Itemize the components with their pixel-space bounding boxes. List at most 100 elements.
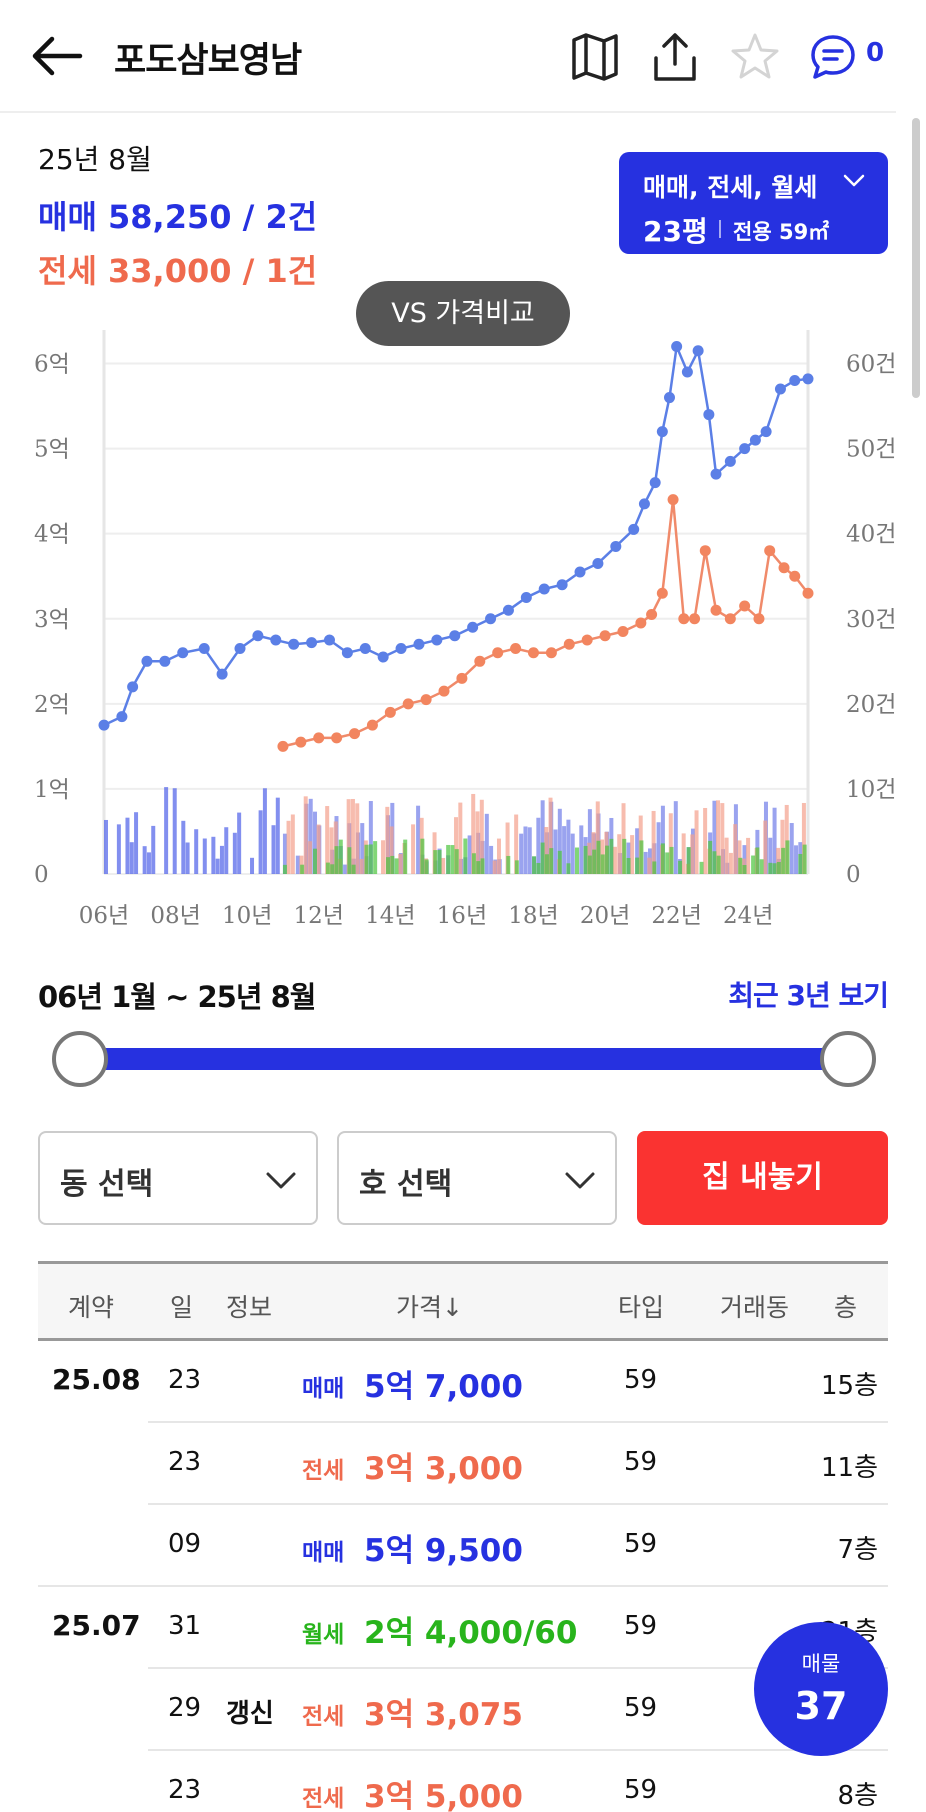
sale-price-point[interactable]	[467, 621, 479, 633]
jeonse-price-point[interactable]	[474, 655, 486, 667]
chat-count[interactable]: 0	[866, 38, 885, 68]
jeonse-price-point[interactable]	[646, 609, 658, 621]
sale-price-point[interactable]	[288, 638, 300, 650]
jeonse-price-point[interactable]	[510, 643, 522, 655]
range-start-handle[interactable]	[52, 1031, 108, 1087]
sale-price-point[interactable]	[703, 409, 715, 421]
favorite-star-icon[interactable]	[728, 30, 782, 84]
share-icon[interactable]	[648, 30, 702, 84]
sale-price-point[interactable]	[177, 647, 189, 659]
jeonse-price-point[interactable]	[277, 740, 289, 752]
list-my-home-button[interactable]: 집 내놓기	[637, 1131, 888, 1225]
sale-price-point[interactable]	[431, 634, 443, 646]
sale-price-point[interactable]	[656, 426, 668, 438]
sale-price-point[interactable]	[638, 498, 650, 510]
jeonse-price-point[interactable]	[384, 706, 396, 718]
sale-price-point[interactable]	[270, 634, 282, 646]
jeonse-price-point[interactable]	[753, 613, 765, 625]
chat-bubble-icon[interactable]	[806, 30, 860, 84]
dong-select[interactable]: 동 선택	[38, 1131, 318, 1225]
jeonse-price-point[interactable]	[778, 562, 790, 574]
sale-price-point[interactable]	[724, 455, 736, 467]
jeonse-price-point[interactable]	[789, 570, 801, 582]
back-arrow-icon[interactable]	[30, 34, 84, 78]
sale-price-point[interactable]	[116, 711, 128, 723]
jeonse-price-point[interactable]	[724, 613, 736, 625]
sale-price-point[interactable]	[789, 375, 801, 387]
sale-price-point[interactable]	[610, 540, 622, 552]
sale-price-point[interactable]	[449, 630, 461, 642]
sale-price-point[interactable]	[323, 634, 335, 646]
sale-price-point[interactable]	[341, 647, 353, 659]
jeonse-price-point[interactable]	[563, 638, 575, 650]
sale-price-point[interactable]	[802, 373, 814, 385]
jeonse-price-point[interactable]	[710, 604, 722, 616]
jeonse-price-point[interactable]	[420, 694, 432, 706]
sale-price-point[interactable]	[574, 566, 586, 578]
jeonse-price-point[interactable]	[313, 732, 325, 744]
jeonse-price-point[interactable]	[764, 545, 776, 557]
sale-price-point[interactable]	[98, 719, 110, 731]
sale-price-point[interactable]	[377, 651, 389, 663]
jeonse-price-point[interactable]	[689, 613, 701, 625]
sale-price-point[interactable]	[359, 643, 371, 655]
table-row[interactable]: 29 갱신 전세 3억 3,075 59	[38, 1669, 888, 1751]
jeonse-price-point[interactable]	[402, 698, 414, 710]
jeonse-price-point[interactable]	[366, 719, 378, 731]
sale-price-point[interactable]	[216, 668, 228, 680]
jeonse-price-point[interactable]	[656, 587, 668, 599]
sale-price-point[interactable]	[749, 434, 761, 446]
jeonse-price-point[interactable]	[331, 732, 343, 744]
jeonse-price-point[interactable]	[456, 672, 468, 684]
sale-price-point[interactable]	[198, 643, 210, 655]
sale-price-point[interactable]	[159, 655, 171, 667]
sale-price-point[interactable]	[395, 643, 407, 655]
jeonse-price-point[interactable]	[438, 685, 450, 697]
sale-price-point[interactable]	[774, 383, 786, 395]
table-row[interactable]: 23 전세 3억 5,000 59 8층	[38, 1751, 888, 1812]
sale-price-point[interactable]	[141, 655, 153, 667]
jeonse-price-point[interactable]	[635, 617, 647, 629]
sale-price-point[interactable]	[663, 392, 675, 404]
sale-price-point[interactable]	[739, 443, 751, 455]
sale-price-point[interactable]	[592, 557, 604, 569]
range-end-handle[interactable]	[820, 1031, 876, 1087]
scrollbar[interactable]	[912, 118, 920, 398]
sale-price-point[interactable]	[538, 583, 550, 595]
sale-price-point[interactable]	[485, 613, 497, 625]
sale-price-point[interactable]	[413, 638, 425, 650]
sale-price-point[interactable]	[628, 523, 640, 535]
range-slider-track[interactable]	[80, 1048, 848, 1070]
price-chart[interactable]: 0 1억 2억 3억 4억 5억 6억 0 10건 20건 30건 40건 50건 60건 06년 08년 10…	[0, 320, 926, 940]
col-price-sort[interactable]: 가격↓	[396, 1293, 463, 1322]
sale-price-point[interactable]	[234, 643, 246, 655]
jeonse-price-point[interactable]	[581, 634, 593, 646]
jeonse-price-point[interactable]	[527, 647, 539, 659]
jeonse-price-point[interactable]	[492, 647, 504, 659]
jeonse-price-point[interactable]	[545, 647, 557, 659]
jeonse-price-point[interactable]	[599, 630, 611, 642]
jeonse-price-point[interactable]	[667, 494, 679, 506]
jeonse-price-point[interactable]	[678, 613, 690, 625]
table-row[interactable]: 25.08 23 매매 5억 7,000 59 15층	[38, 1341, 888, 1423]
price-compare-button[interactable]: VS 가격비교	[356, 281, 570, 346]
sale-price-point[interactable]	[671, 341, 683, 353]
sale-price-point[interactable]	[760, 426, 772, 438]
sale-price-point[interactable]	[252, 630, 264, 642]
sale-price-point[interactable]	[520, 591, 532, 603]
jeonse-price-point[interactable]	[739, 600, 751, 612]
jeonse-price-point[interactable]	[699, 545, 711, 557]
map-icon[interactable]	[568, 30, 622, 84]
sale-price-point[interactable]	[306, 637, 318, 649]
jeonse-price-point[interactable]	[802, 587, 814, 599]
table-row[interactable]: 09 매매 5억 9,500 59 7층	[38, 1505, 888, 1587]
listings-count-button[interactable]: 매물 37	[754, 1622, 888, 1756]
sale-price-point[interactable]	[710, 468, 722, 480]
jeonse-price-point[interactable]	[295, 736, 307, 748]
jeonse-price-point[interactable]	[617, 626, 629, 638]
sale-price-point[interactable]	[127, 681, 139, 693]
recent-3-years-link[interactable]: 최근 3년 보기	[728, 979, 889, 1012]
ho-select[interactable]: 호 선택	[337, 1131, 617, 1225]
sale-price-point[interactable]	[692, 345, 704, 357]
sale-price-point[interactable]	[502, 604, 514, 616]
